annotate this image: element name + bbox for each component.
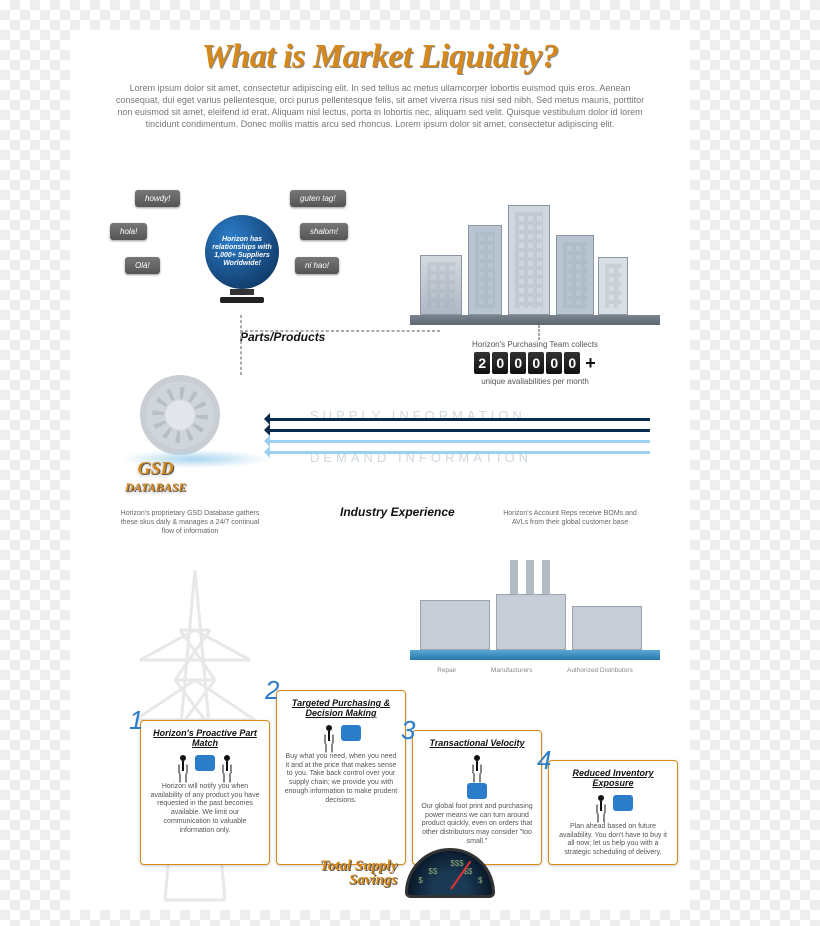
gsd-database-label: GSD DATABASE <box>125 460 186 494</box>
step-card-4: 4 Reduced Inventory Exposure Plan ahead … <box>548 760 678 865</box>
gauge-icon: $ $$ $$$ $$ $ <box>405 848 495 898</box>
chart-icon <box>341 725 361 741</box>
counter-digit: 0 <box>492 352 508 374</box>
note-reps: Horizon's Account Reps receive BOMs and … <box>500 510 640 528</box>
factory-label: Repair <box>437 667 456 674</box>
infographic-canvas: What is Market Liquidity? Lorem ipsum do… <box>70 30 690 910</box>
greeting-bubble: guten tag! <box>290 190 346 207</box>
counter-digit: 0 <box>546 352 562 374</box>
step-body: Plan ahead based on future availability.… <box>555 823 671 858</box>
factory-icon: Repair Manufacturers Authorized Distribu… <box>420 550 650 660</box>
steps-row: 1 Horizon's Proactive Part Match Horizon… <box>140 680 678 865</box>
counter-digit: 0 <box>510 352 526 374</box>
odometer-counter: 2 0 0 0 0 0 + <box>474 352 596 374</box>
step-body: Buy what you need, when you need it and … <box>283 753 399 806</box>
arrow-demand-2 <box>270 451 650 454</box>
intro-paragraph: Lorem ipsum dolor sit amet, consectetur … <box>70 76 690 141</box>
savings-gauge-block: Total Supply Savings $ $$ $$$ $$ $ <box>320 844 540 902</box>
step-card-2: 2 Targeted Purchasing & Decision Making … <box>276 690 406 865</box>
note-gsd: Horizon's proprietary GSD Database gathe… <box>120 510 260 536</box>
gauge-tick: $ <box>418 876 422 885</box>
person-icon <box>175 755 191 777</box>
step-number: 1 <box>129 705 143 736</box>
counter-digit: 0 <box>528 352 544 374</box>
laptop-icon <box>467 783 487 799</box>
globe-base <box>220 297 264 303</box>
step-title: Targeted Purchasing & Decision Making <box>283 699 399 719</box>
counter-digit: 0 <box>564 352 580 374</box>
arrow-supply-1 <box>270 418 650 421</box>
arrow-demand-1 <box>270 440 650 443</box>
globe-stand <box>230 289 254 295</box>
counter-digit: 2 <box>474 352 490 374</box>
gauge-tick: $$$ <box>450 859 463 868</box>
step-number: 3 <box>401 715 415 746</box>
city-skyline-icon <box>420 190 650 325</box>
factory-label: Manufacturers <box>491 667 533 674</box>
globe-caption: Horizon has relationships with 1,000+ Su… <box>211 236 273 268</box>
gauge-title: Total Supply Savings <box>320 859 397 888</box>
boxes-icon <box>613 795 633 811</box>
greeting-bubble: ni hao! <box>295 257 339 274</box>
counter-bottom-text: unique availabilities per month <box>420 377 650 386</box>
step-number: 2 <box>265 675 279 706</box>
globe-icon: Horizon has relationships with 1,000+ Su… <box>205 215 279 289</box>
greeting-bubble: Olá! <box>125 257 160 274</box>
globe-suppliers-block: howdy! hola! Olá! guten tag! shalom! ni … <box>100 185 380 335</box>
step-title: Horizon's Proactive Part Match <box>147 729 263 749</box>
gauge-tick: $$ <box>428 867 437 876</box>
factory-label: Authorized Distributors <box>567 667 633 674</box>
person-icon <box>219 755 235 777</box>
step-title: Reduced Inventory Exposure <box>555 769 671 789</box>
availability-counter-block: Horizon's Purchasing Team collects 2 0 0… <box>420 340 650 386</box>
step-body: Our global foot print and purchasing pow… <box>419 803 535 847</box>
greeting-bubble: hola! <box>110 223 147 240</box>
step-body: Horizon will notify you when availabilit… <box>147 783 263 836</box>
information-flow-arrows: SUPPLY INFORMATION DEMAND INFORMATION <box>270 410 650 462</box>
arrow-supply-2 <box>270 429 650 432</box>
step-number: 4 <box>537 745 551 776</box>
greeting-bubble: shalom! <box>300 223 348 240</box>
gauge-tick: $ <box>478 876 482 885</box>
step-card-1: 1 Horizon's Proactive Part Match Horizon… <box>140 720 270 865</box>
person-icon <box>593 795 609 817</box>
person-icon <box>469 755 485 777</box>
plus-icon: + <box>585 353 596 374</box>
step-title: Transactional Velocity <box>419 739 535 749</box>
waterwheel-icon <box>140 375 220 455</box>
page-title: What is Market Liquidity? <box>70 30 690 76</box>
person-icon <box>321 725 337 747</box>
counter-top-text: Horizon's Purchasing Team collects <box>420 340 650 349</box>
section-label-industry: Industry Experience <box>340 505 455 519</box>
speech-icon <box>195 755 215 771</box>
section-label-parts: Parts/Products <box>240 330 325 344</box>
greeting-bubble: howdy! <box>135 190 180 207</box>
